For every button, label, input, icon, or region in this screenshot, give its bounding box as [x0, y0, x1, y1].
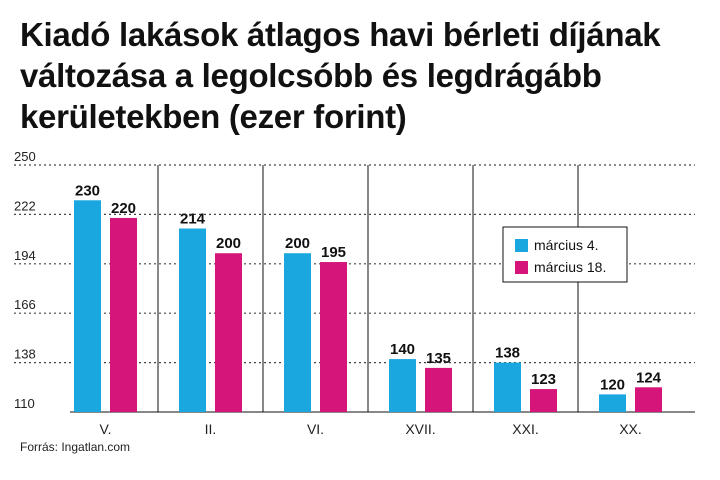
y-tick-label: 250: [14, 149, 36, 164]
data-label: 195: [321, 244, 346, 261]
bar: [215, 253, 242, 412]
data-label: 220: [111, 200, 136, 217]
x-tick-label: XX.: [619, 421, 642, 437]
data-label: 124: [636, 369, 662, 386]
y-tick-label: 110: [14, 396, 35, 411]
legend-swatch: [515, 261, 528, 274]
y-tick-label: 222: [14, 198, 36, 213]
bar: [110, 217, 137, 412]
legend-swatch: [515, 239, 528, 252]
x-tick-label: VI.: [307, 421, 324, 437]
category-separators: [157, 165, 579, 412]
bar: [530, 389, 557, 412]
legend-label: március 18.: [534, 259, 606, 275]
bar: [389, 359, 416, 412]
x-tick-label: XVII.: [405, 421, 435, 437]
chart-title: Kiadó lakások átlagos havi bérleti díján…: [20, 16, 661, 135]
bar: [599, 394, 626, 412]
x-tick-label: XXI.: [512, 421, 538, 437]
data-label: 135: [426, 350, 451, 367]
gridlines: [14, 164, 695, 413]
data-label: 140: [390, 341, 415, 358]
data-label: 138: [495, 345, 520, 362]
legend: március 4. március 18.: [502, 226, 628, 283]
data-label: 200: [216, 235, 241, 252]
bar: [179, 228, 206, 412]
bar: [425, 367, 452, 412]
x-tick-label: V.: [100, 421, 112, 437]
x-tick-label: II.: [205, 421, 217, 437]
data-label: 123: [531, 371, 556, 388]
bars: [74, 200, 662, 412]
bar: [320, 262, 347, 412]
y-tick-label: 138: [14, 347, 36, 362]
bar: [494, 362, 521, 412]
data-label: 200: [285, 235, 310, 252]
bar: [74, 200, 101, 412]
y-tick-label: 166: [14, 297, 36, 312]
data-label: 120: [600, 376, 625, 393]
data-labels: 230 220 214 200 200 195 140 135 138 123 120 124: [75, 182, 662, 393]
data-label: 230: [75, 182, 100, 199]
bar: [635, 387, 662, 412]
data-label: 214: [180, 211, 206, 228]
y-axis-ticks: 250 222 194 166 138 110: [14, 149, 36, 411]
bar: [284, 253, 311, 412]
y-tick-label: 194: [14, 248, 36, 263]
source-note: Forrás: Ingatlan.com: [20, 440, 131, 454]
x-axis-ticks: V. II. VI. XVII. XXI. XX.: [100, 421, 642, 437]
legend-label: március 4.: [534, 237, 599, 253]
